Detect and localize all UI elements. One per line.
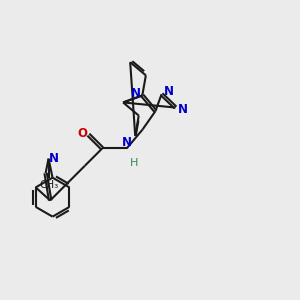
Text: N: N (130, 87, 140, 101)
Text: N: N (164, 85, 173, 98)
Text: N: N (49, 152, 59, 165)
Text: CH₃: CH₃ (39, 180, 58, 190)
Text: N: N (178, 103, 188, 116)
Text: N: N (122, 136, 132, 149)
Text: O: O (78, 127, 88, 140)
Text: H: H (129, 158, 138, 168)
